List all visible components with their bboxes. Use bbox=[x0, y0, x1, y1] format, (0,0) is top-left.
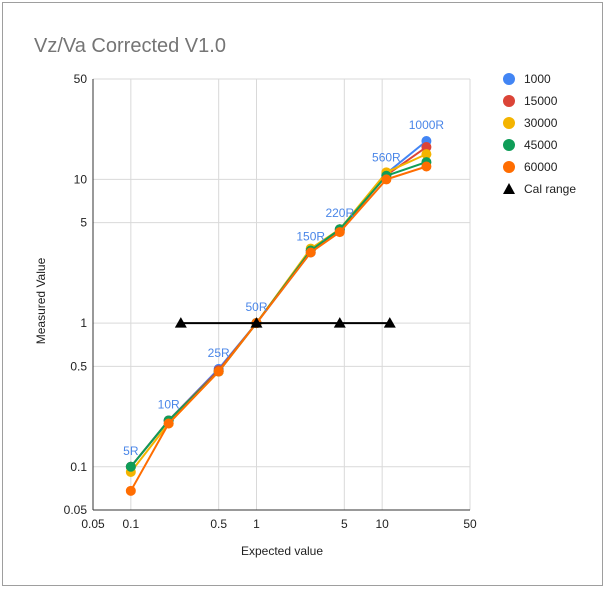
series-cal-range bbox=[174, 317, 396, 328]
point-label: 25R bbox=[208, 346, 230, 360]
legend-marker bbox=[503, 73, 515, 85]
legend-marker bbox=[503, 95, 515, 107]
legend-label: 60000 bbox=[524, 160, 558, 174]
legend-item: 60000 bbox=[503, 160, 558, 174]
data-point bbox=[333, 317, 346, 328]
axes: 0.05 0.1 0.5 1 5 10 50 0.05 0.1 0.5 1 5 10 50 bbox=[64, 72, 477, 531]
x-tick-label: 0.1 bbox=[122, 517, 139, 531]
plot-area bbox=[125, 136, 432, 496]
y-tick-label: 0.05 bbox=[64, 503, 88, 517]
legend-item: 15000 bbox=[503, 94, 558, 108]
y-tick-label: 10 bbox=[74, 172, 88, 186]
data-point bbox=[163, 418, 174, 429]
x-tick-label: 0.5 bbox=[210, 517, 227, 531]
point-label: 50R bbox=[245, 300, 267, 314]
data-point bbox=[213, 366, 224, 377]
y-tick-label: 0.5 bbox=[70, 359, 87, 373]
y-tick-label: 5 bbox=[80, 216, 87, 230]
point-label: 220R bbox=[325, 206, 354, 220]
grid bbox=[92, 78, 471, 511]
series-60000 bbox=[125, 161, 432, 496]
y-tick-label: 1 bbox=[80, 316, 87, 330]
y-tick-label: 50 bbox=[74, 72, 88, 86]
chart-frame: Vz/Va Corrected V1.0 0.05 0.1 0.5 1 5 10 50 0.0… bbox=[2, 2, 603, 586]
x-tick-label: 0.05 bbox=[81, 517, 105, 531]
x-axis-title: Expected value bbox=[241, 544, 323, 558]
point-label: 5R bbox=[123, 444, 139, 458]
series-30000 bbox=[125, 149, 432, 477]
legend-label: Cal range bbox=[524, 182, 576, 196]
data-point bbox=[125, 485, 136, 496]
legend-item: 45000 bbox=[503, 138, 558, 152]
legend-item: Cal range bbox=[503, 182, 576, 196]
point-label: 150R bbox=[296, 229, 325, 243]
legend-marker bbox=[503, 161, 515, 173]
x-tick-label: 1 bbox=[253, 517, 260, 531]
x-tick-label: 50 bbox=[463, 517, 477, 531]
chart-svg: Vz/Va Corrected V1.0 0.05 0.1 0.5 1 5 10 500.0… bbox=[34, 35, 576, 558]
data-point bbox=[125, 461, 136, 472]
point-label: 1000R bbox=[409, 118, 445, 132]
y-axis-title: Measured Value bbox=[34, 257, 48, 344]
data-point bbox=[381, 174, 392, 185]
legend-marker bbox=[503, 117, 515, 129]
legend-label: 15000 bbox=[524, 94, 558, 108]
legend: 1000 15000 30000 45000 60000 Cal range bbox=[503, 72, 576, 196]
data-point bbox=[250, 317, 263, 328]
legend-label: 45000 bbox=[524, 138, 558, 152]
series-line bbox=[129, 165, 427, 492]
point-label: 10R bbox=[158, 397, 180, 411]
data-point bbox=[421, 149, 432, 160]
legend-label: 30000 bbox=[524, 116, 558, 130]
legend-item: 30000 bbox=[503, 116, 558, 130]
legend-marker bbox=[503, 139, 515, 151]
data-point bbox=[305, 247, 316, 258]
y-tick-label: 0.1 bbox=[70, 460, 87, 474]
data-point bbox=[383, 317, 396, 328]
legend-item: 1000 bbox=[503, 72, 551, 86]
data-point bbox=[421, 161, 432, 172]
data-point bbox=[174, 317, 187, 328]
x-tick-label: 5 bbox=[341, 517, 348, 531]
x-tick-label: 10 bbox=[375, 517, 389, 531]
legend-label: 1000 bbox=[524, 72, 551, 86]
chart-title: Vz/Va Corrected V1.0 bbox=[34, 35, 226, 57]
data-point bbox=[334, 227, 345, 238]
data-point bbox=[421, 142, 432, 153]
point-label: 560R bbox=[372, 150, 401, 164]
legend-marker bbox=[503, 183, 515, 194]
